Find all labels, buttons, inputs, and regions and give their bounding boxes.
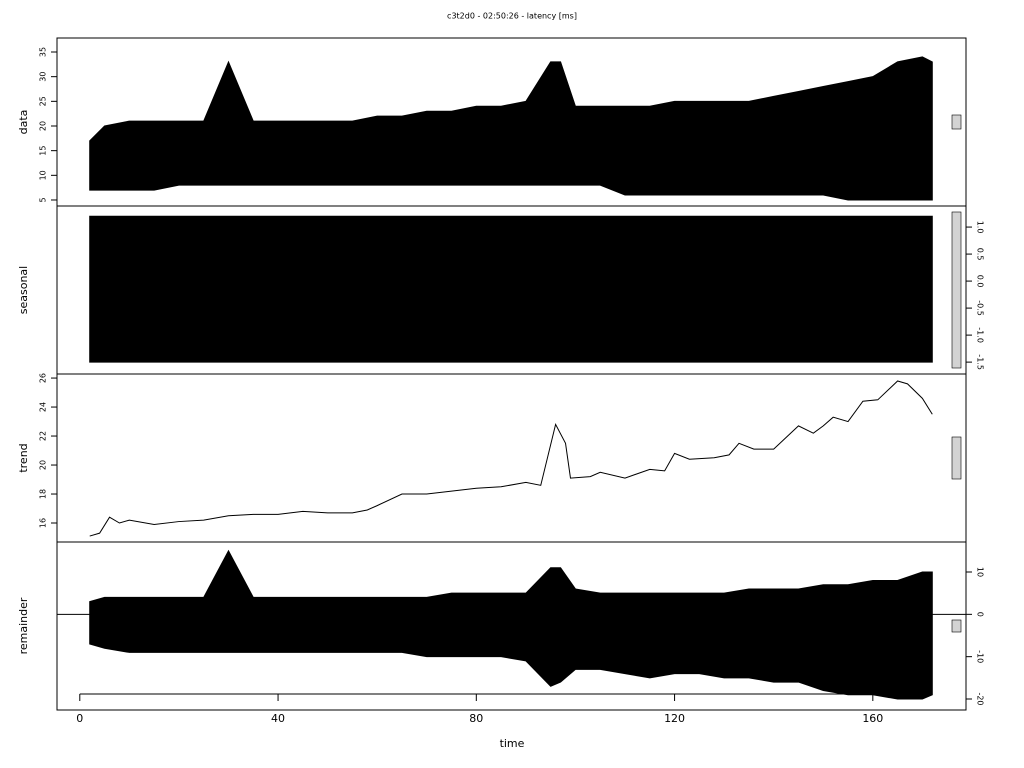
chart-title: c3t2d0 - 02:50:26 - latency [ms] — [447, 12, 577, 21]
panel-frame — [56, 373, 967, 543]
y-axis-label: remainder — [17, 597, 30, 654]
y-tick-label: -10 — [976, 650, 985, 663]
scale-bar — [951, 114, 962, 130]
trend-line — [89, 380, 933, 537]
y-tick-label: 20 — [39, 121, 48, 131]
scale-bar — [951, 211, 962, 369]
y-tick-label: 24 — [39, 402, 48, 412]
y-axis-label: data — [17, 110, 30, 135]
y-tick-label: 10 — [39, 170, 48, 180]
y-tick-label: -0.5 — [976, 300, 985, 316]
y-axis-label: seasonal — [17, 266, 30, 314]
y-tick-label: -1.5 — [976, 354, 985, 370]
y-tick-label: 0.0 — [976, 275, 985, 288]
x-tick-label: 160 — [862, 712, 883, 725]
scale-bar — [951, 619, 962, 633]
y-tick-label: 0 — [976, 612, 985, 617]
band-area — [89, 215, 933, 363]
y-tick-label: 1.0 — [976, 221, 985, 234]
scale-bar — [951, 436, 962, 480]
y-tick-label: -1.0 — [976, 327, 985, 343]
y-axis-label: trend — [17, 443, 30, 472]
y-tick-label: 30 — [39, 72, 48, 82]
y-tick-label: 25 — [39, 96, 48, 106]
x-axis-label: time — [500, 737, 525, 750]
x-tick-label: 40 — [271, 712, 285, 725]
y-tick-label: 0.5 — [976, 248, 985, 261]
y-tick-label: 16 — [39, 518, 48, 528]
y-tick-label: 18 — [39, 489, 48, 499]
band-area — [89, 56, 933, 201]
y-tick-label: 22 — [39, 431, 48, 441]
y-tick-label: 5 — [39, 197, 48, 202]
y-tick-label: 20 — [39, 460, 48, 470]
y-tick-label: 26 — [39, 373, 48, 383]
x-tick-label: 80 — [469, 712, 483, 725]
y-tick-label: 15 — [39, 146, 48, 156]
band-area — [89, 549, 933, 700]
x-tick-label: 120 — [664, 712, 685, 725]
y-tick-label: -20 — [976, 692, 985, 705]
y-tick-label: 10 — [976, 567, 985, 577]
x-tick-label: 0 — [76, 712, 83, 725]
y-tick-label: 35 — [39, 47, 48, 57]
